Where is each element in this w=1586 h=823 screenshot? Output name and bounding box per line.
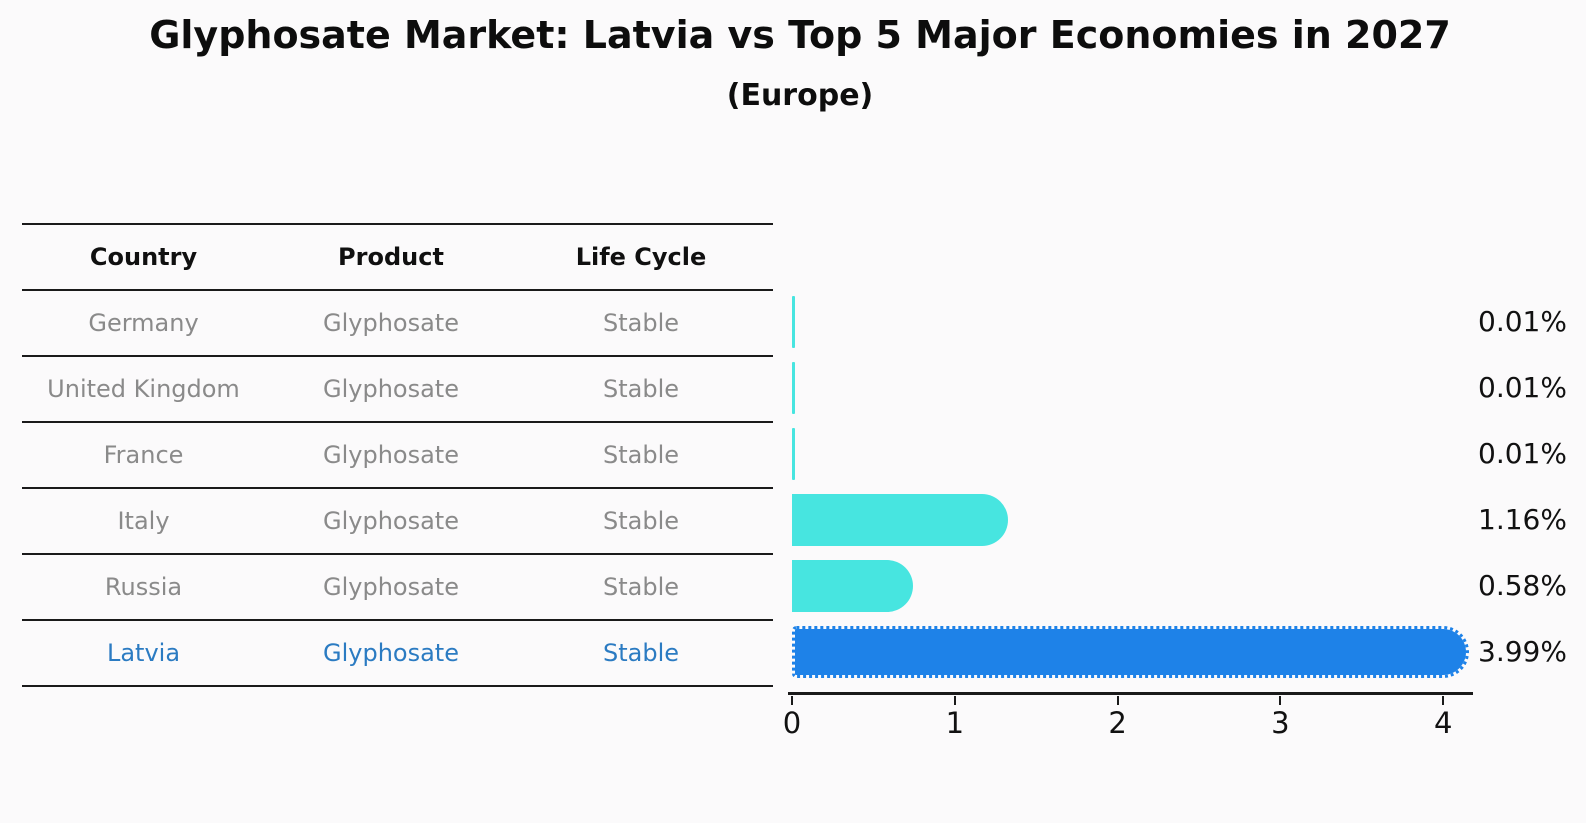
table-row-latvia: Latvia Glyphosate Stable (22, 621, 773, 687)
x-tick-mark (1116, 696, 1119, 705)
table-row: Italy Glyphosate Stable (22, 489, 773, 555)
table-row: Russia Glyphosate Stable (22, 555, 773, 621)
country-cell: Russia (104, 573, 183, 601)
life-cycle-cell: Stable (602, 573, 680, 601)
column-header-life-cycle: Life Cycle (575, 243, 707, 271)
x-axis-line (788, 692, 1473, 695)
country-cell: United Kingdom (47, 375, 240, 403)
chart-bar-latvia (792, 626, 1469, 678)
bar-plot-area (792, 289, 1492, 685)
x-tick-label: 2 (1108, 706, 1127, 740)
product-cell: Glyphosate (323, 441, 459, 469)
country-cell: Latvia (106, 639, 181, 667)
table-row: France Glyphosate Stable (22, 423, 773, 489)
column-header-product: Product (338, 243, 444, 271)
value-label: 0.01% (1478, 437, 1567, 470)
value-label: 1.16% (1478, 503, 1567, 536)
product-cell: Glyphosate (323, 639, 459, 667)
country-table: Country Product Life Cycle Germany Glyph… (22, 223, 773, 687)
value-label: 0.58% (1478, 569, 1567, 602)
chart-bar (792, 428, 795, 480)
product-cell: Glyphosate (323, 309, 459, 337)
life-cycle-cell: Stable (602, 507, 680, 535)
table-row: United Kingdom Glyphosate Stable (22, 357, 773, 423)
life-cycle-cell: Stable (602, 309, 680, 337)
value-label: 0.01% (1478, 305, 1567, 338)
value-label-column: 0.01% 0.01% 0.01% 1.16% 0.58% 3.99% (1478, 289, 1567, 685)
x-tick-label: 3 (1271, 706, 1290, 740)
product-cell: Glyphosate (323, 507, 459, 535)
life-cycle-cell: Stable (602, 639, 680, 667)
chart-subtitle: (Europe) (726, 77, 874, 113)
chart-bar (792, 560, 914, 612)
country-cell: Italy (117, 507, 170, 535)
x-tick-label: 0 (782, 706, 802, 740)
x-tick-mark (1442, 696, 1445, 705)
x-tick-mark (1279, 696, 1282, 705)
life-cycle-cell: Stable (602, 441, 680, 469)
value-label: 3.99% (1478, 635, 1567, 668)
x-tick-label: 4 (1433, 706, 1453, 740)
x-tick-mark (791, 696, 793, 705)
table-row: Germany Glyphosate Stable (22, 291, 773, 357)
life-cycle-cell: Stable (602, 375, 680, 403)
country-cell: France (103, 441, 184, 469)
chart-header: Glyphosate Market: Latvia vs Top 5 Major… (0, 13, 1586, 113)
chart-bar (792, 362, 795, 414)
chart-bar (792, 494, 1008, 546)
table-header-row: Country Product Life Cycle (22, 225, 773, 291)
country-cell: Germany (88, 309, 199, 337)
value-label: 0.01% (1478, 371, 1567, 404)
product-cell: Glyphosate (323, 573, 459, 601)
chart-bar (792, 296, 795, 348)
column-header-country: Country (89, 243, 198, 271)
product-cell: Glyphosate (323, 375, 459, 403)
chart-title: Glyphosate Market: Latvia vs Top 5 Major… (149, 13, 1451, 57)
x-tick-label: 1 (945, 706, 965, 740)
x-tick-mark (953, 696, 956, 705)
